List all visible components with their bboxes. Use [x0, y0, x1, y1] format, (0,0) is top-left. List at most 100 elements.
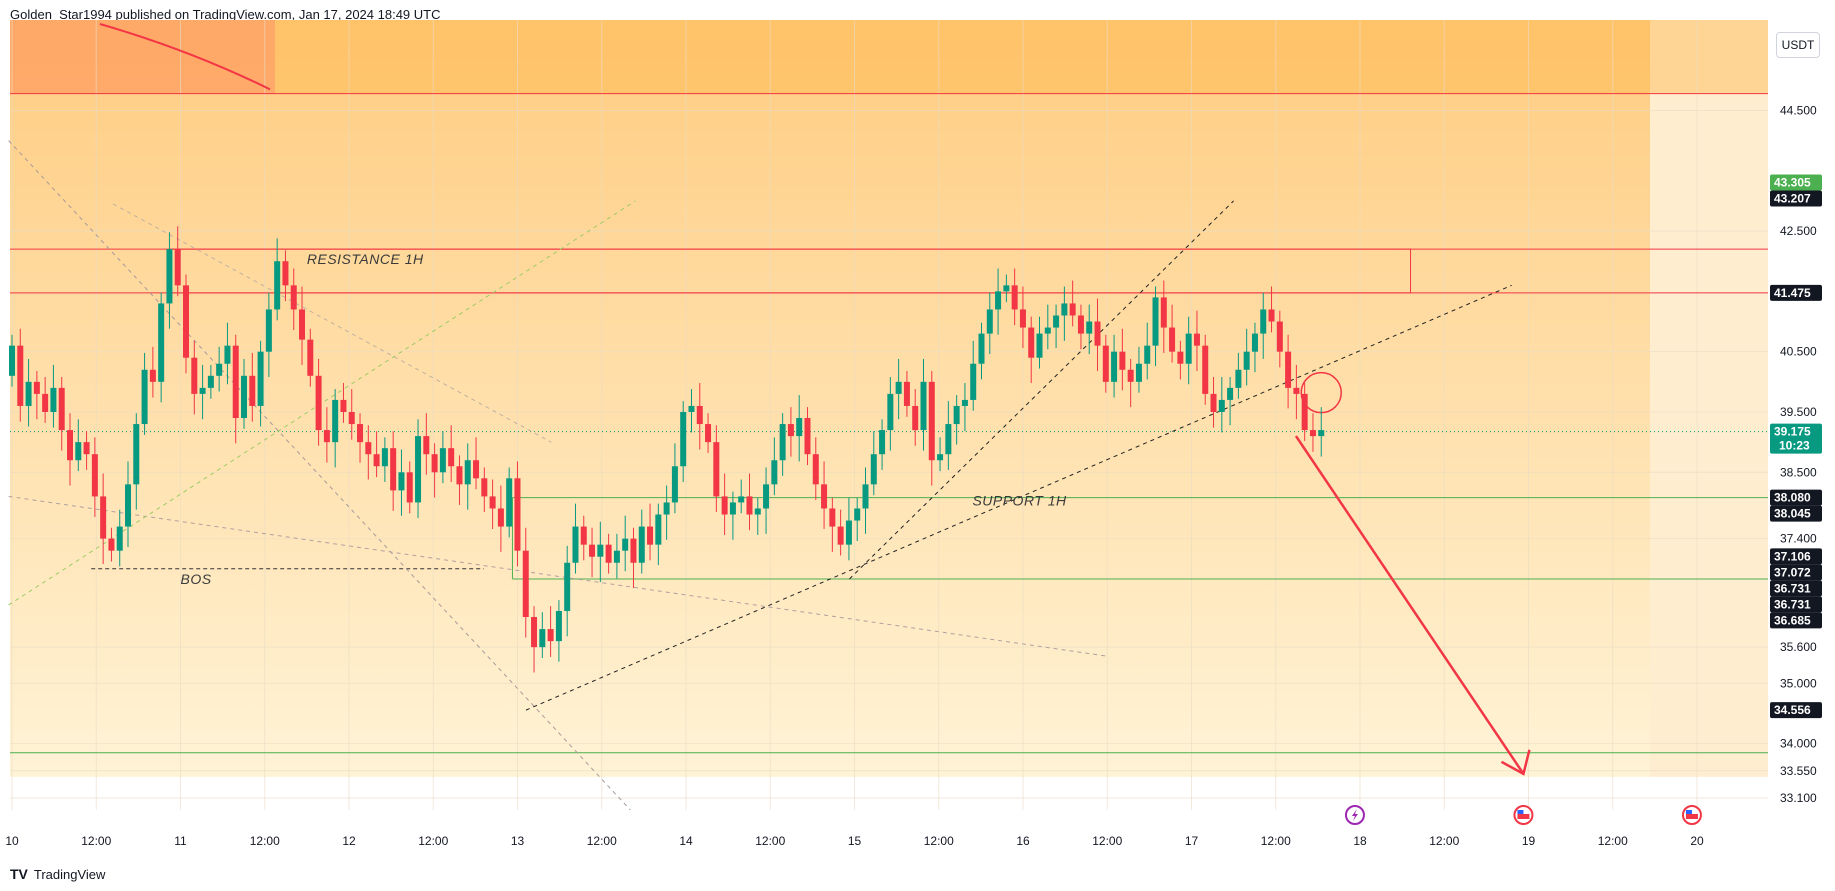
- candle: [315, 375, 322, 431]
- price-tick-label: 40.500: [1780, 345, 1817, 359]
- trend-line-down-2: [8, 495, 1108, 657]
- candle: [1119, 351, 1126, 370]
- candle: [787, 424, 794, 437]
- candle: [589, 544, 596, 557]
- candle: [17, 345, 24, 406]
- currency-button[interactable]: USDT: [1776, 32, 1820, 58]
- candle: [821, 484, 828, 509]
- forecast-arrow-head: [1500, 749, 1531, 776]
- price-badge-label: 41.475: [1774, 286, 1811, 300]
- candle: [937, 454, 944, 461]
- future-zone: [1650, 20, 1768, 777]
- price-badge-label: 37.106: [1774, 549, 1811, 563]
- annotation-label: SUPPORT 1H: [972, 492, 1067, 508]
- candle: [829, 508, 836, 527]
- candle: [1276, 321, 1283, 352]
- us-flag-icon[interactable]: [1681, 805, 1702, 825]
- candle: [174, 249, 181, 286]
- candle: [696, 405, 703, 425]
- candle: [158, 303, 165, 382]
- candle: [986, 309, 993, 334]
- candle: [1210, 393, 1217, 412]
- candle: [953, 405, 960, 425]
- time-tick-label: 12:00: [1092, 834, 1122, 848]
- candle: [431, 454, 438, 473]
- price-badge: [1770, 548, 1822, 565]
- candle: [149, 369, 156, 382]
- price-badge: [1770, 580, 1822, 597]
- candle: [547, 629, 554, 642]
- lightning-icon[interactable]: [1344, 805, 1365, 825]
- candle: [721, 496, 728, 515]
- price-badge: [1770, 564, 1822, 581]
- time-tick-label: 12:00: [1429, 834, 1459, 848]
- candle: [1019, 309, 1026, 328]
- candle: [9, 345, 15, 376]
- candle: [1028, 327, 1035, 358]
- candles: [9, 226, 1325, 673]
- candle: [680, 411, 687, 467]
- candle: [415, 436, 422, 503]
- candle: [1285, 351, 1292, 388]
- candle: [1044, 327, 1051, 334]
- candle: [1011, 285, 1018, 310]
- candle: [108, 538, 115, 551]
- price-badge-label: 36.685: [1774, 613, 1811, 627]
- candle: [133, 424, 140, 485]
- candle: [514, 478, 521, 551]
- price-tick-label: 39.500: [1780, 405, 1817, 419]
- candle: [970, 363, 977, 400]
- candle: [738, 496, 745, 503]
- candle: [75, 442, 82, 461]
- candle: [340, 399, 347, 412]
- candle: [1251, 333, 1258, 352]
- candle: [995, 291, 1002, 310]
- price-badge-label: 38.045: [1774, 507, 1811, 521]
- candle: [91, 454, 98, 497]
- price-badge-label: 39.175: [1774, 425, 1811, 439]
- trend-line-down-3: [112, 203, 552, 443]
- candle: [945, 424, 952, 455]
- candle: [199, 387, 206, 394]
- trend-line-up-short: [849, 200, 1234, 580]
- time-tick-label: 18: [1353, 834, 1367, 848]
- time-tick-label: 16: [1016, 834, 1030, 848]
- candle: [42, 393, 49, 412]
- candle: [1127, 369, 1134, 382]
- candle: [1301, 393, 1308, 431]
- gradient-zone: [10, 20, 1650, 777]
- candle: [920, 381, 927, 431]
- candle: [191, 357, 198, 394]
- candle: [1318, 430, 1325, 437]
- time-axis: 10 12:00 11 12:00 12 12:00 13 12:00 14 12:00 15 12:…: [0, 810, 1835, 850]
- price-badge: [1770, 174, 1822, 191]
- drawings: [8, 23, 1768, 811]
- candle: [1144, 345, 1151, 364]
- tradingview-footer: TV TradingView: [10, 866, 105, 882]
- candle: [224, 345, 231, 364]
- candle: [332, 399, 339, 443]
- forecast-arrow: [1294, 435, 1525, 775]
- candle: [216, 363, 223, 376]
- price-badge: [1770, 505, 1822, 522]
- candle: [25, 381, 32, 406]
- candle: [845, 520, 852, 545]
- candle: [671, 466, 678, 503]
- candle: [622, 538, 629, 551]
- candle: [879, 430, 886, 455]
- candle: [423, 436, 430, 455]
- trend-line-up-long: [525, 284, 1512, 711]
- candle: [439, 448, 446, 473]
- candle: [928, 381, 935, 461]
- publisher-header: Golden_Star1994 published on TradingView…: [10, 7, 441, 22]
- top-left-zone: [10, 20, 275, 94]
- us-flag-icon[interactable]: [1513, 805, 1534, 825]
- candle: [771, 460, 778, 485]
- candle: [1053, 315, 1060, 328]
- candle: [506, 478, 513, 527]
- candle: [1243, 351, 1250, 370]
- candle: [398, 472, 405, 491]
- candle: [249, 375, 256, 406]
- candle: [348, 411, 355, 425]
